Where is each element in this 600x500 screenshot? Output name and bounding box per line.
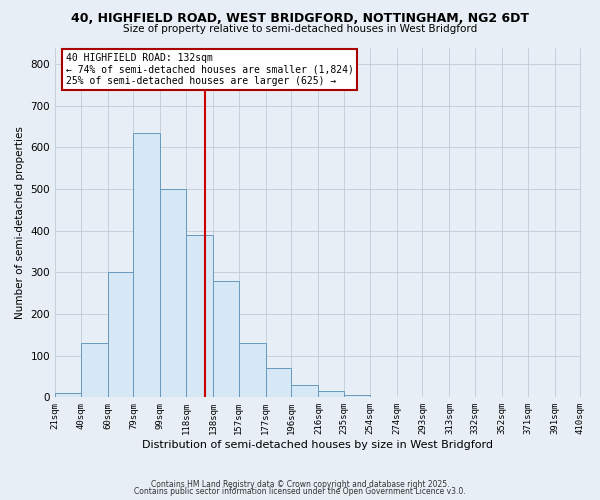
Text: Contains public sector information licensed under the Open Government Licence v3: Contains public sector information licen… <box>134 487 466 496</box>
Bar <box>108 272 133 398</box>
Bar <box>55 393 81 398</box>
Bar <box>266 368 292 398</box>
Text: Contains HM Land Registry data © Crown copyright and database right 2025.: Contains HM Land Registry data © Crown c… <box>151 480 449 489</box>
Bar <box>160 189 186 398</box>
Bar <box>239 343 266 398</box>
Bar <box>81 343 108 398</box>
Y-axis label: Number of semi-detached properties: Number of semi-detached properties <box>15 126 25 319</box>
Bar <box>319 391 344 398</box>
Bar <box>213 280 239 398</box>
X-axis label: Distribution of semi-detached houses by size in West Bridgford: Distribution of semi-detached houses by … <box>142 440 493 450</box>
Text: 40 HIGHFIELD ROAD: 132sqm
← 74% of semi-detached houses are smaller (1,824)
25% : 40 HIGHFIELD ROAD: 132sqm ← 74% of semi-… <box>65 52 353 86</box>
Bar <box>186 235 213 398</box>
Bar <box>292 385 319 398</box>
Text: Size of property relative to semi-detached houses in West Bridgford: Size of property relative to semi-detach… <box>123 24 477 34</box>
Text: 40, HIGHFIELD ROAD, WEST BRIDGFORD, NOTTINGHAM, NG2 6DT: 40, HIGHFIELD ROAD, WEST BRIDGFORD, NOTT… <box>71 12 529 26</box>
Bar <box>133 133 160 398</box>
Bar <box>344 396 370 398</box>
